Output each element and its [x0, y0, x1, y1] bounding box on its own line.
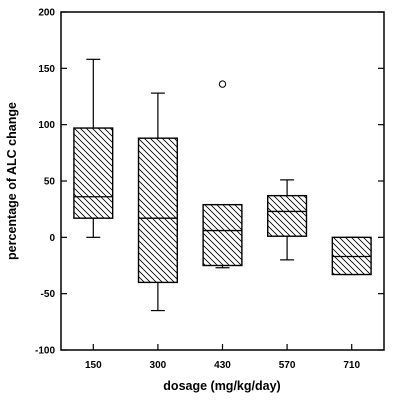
outlier-point	[218, 80, 227, 88]
x-tick-label: 150	[85, 360, 102, 371]
x-tick-label: 570	[279, 360, 296, 371]
y-axis-label: percentage of ALC change	[5, 102, 19, 260]
box-series	[73, 58, 372, 312]
box-710	[331, 236, 372, 276]
box-iqr	[202, 203, 243, 267]
box-150	[73, 58, 114, 238]
y-tick-label: 0	[49, 233, 55, 244]
x-axis-label: dosage (mg/kg/day)	[163, 379, 280, 393]
x-tick-label: 710	[343, 360, 360, 371]
x-axis: 150 300 430 570 710	[85, 344, 360, 371]
box-570	[267, 179, 308, 261]
box-iqr	[73, 127, 114, 219]
x-tick-label: 300	[150, 360, 167, 371]
y-tick-label: 200	[38, 8, 55, 19]
y-tick-label: 100	[38, 120, 55, 131]
box-iqr	[267, 194, 308, 237]
box-iqr	[137, 137, 178, 284]
y-axis: -100 -50 0 50 100 150 200	[35, 8, 384, 357]
y-tick-label: 150	[38, 64, 55, 75]
y-tick-label: -50	[41, 289, 56, 300]
box-300	[137, 92, 178, 312]
y-tick-label: 50	[44, 177, 56, 188]
y-tick-label: -100	[35, 346, 55, 357]
x-tick-label: 430	[214, 360, 231, 371]
box-430	[202, 80, 243, 269]
